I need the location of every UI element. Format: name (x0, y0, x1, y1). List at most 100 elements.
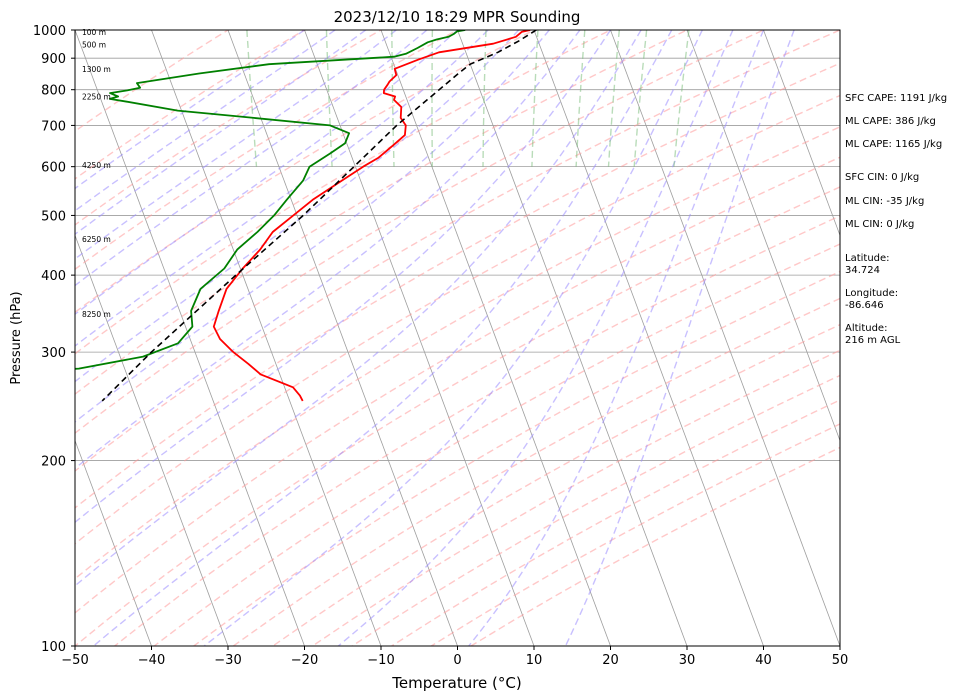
dewpoint-line (75, 30, 466, 370)
y-tick-label: 300 (41, 346, 66, 361)
isotherm-line (763, 30, 840, 237)
mixing-ratio-line (673, 30, 690, 167)
moist-adiabat-line (75, 30, 397, 260)
mixing-ratio-line (531, 30, 539, 167)
x-tick-label: −30 (214, 653, 241, 668)
y-tick-label: 800 (41, 84, 66, 99)
latitude-label: Latitude: (845, 253, 890, 264)
parcel-profile-line (101, 30, 537, 402)
sfc-cape-text: SFC CAPE: 1191 J/kg (845, 93, 948, 104)
dry-adiabat-line (272, 323, 840, 646)
x-tick-label: −50 (61, 653, 88, 668)
sfc-cin-text: SFC CIN: 0 J/kg (845, 172, 920, 183)
altitude-block: Altitude: 216 m AGL (845, 323, 900, 347)
mixing-ratio-line (575, 30, 586, 167)
ml-cin-text: ML CIN: -35 J/kg (845, 196, 925, 207)
moist-adiabat-line (75, 30, 550, 423)
axes: 100 m 500 m 1300 m 2250 m 4250 m 6250 m 8250 m… (33, 24, 848, 668)
sounding-traces (75, 30, 537, 402)
dry-adiabat-line (75, 94, 840, 545)
dry-adiabat-line (75, 156, 840, 614)
dry-adiabat-line (75, 30, 536, 314)
y-tick-label: 400 (41, 269, 66, 284)
height-label: 100 m (82, 28, 106, 37)
moist-adiabat-line (75, 30, 428, 287)
dry-adiabat-line (193, 270, 840, 646)
x-tick-label: 0 (453, 653, 461, 668)
latitude-value: 34.724 (845, 265, 880, 276)
dry-adiabat-line (75, 30, 613, 355)
height-label: 8250 m (82, 310, 111, 319)
dry-adiabat-line (75, 126, 840, 580)
moist-adiabat-line (75, 30, 520, 383)
moist-adiabat-line (337, 30, 734, 646)
background-lines (75, 30, 840, 646)
x-axis-label: Temperature (°C) (391, 674, 521, 692)
moist-adiabat-line (75, 30, 581, 470)
height-label: 6250 m (82, 235, 111, 244)
isotherm-line (75, 30, 305, 646)
isotherm-line (75, 234, 229, 646)
mixing-ratio-line (391, 30, 395, 167)
dry-adiabat-line (75, 30, 383, 226)
altitude-value: 216 m AGL (845, 335, 901, 346)
mixing-ratio-line (482, 30, 487, 167)
y-tick-label: 500 (41, 209, 66, 224)
dry-adiabat-line (75, 30, 230, 133)
moist-adiabat-line (75, 30, 642, 587)
moist-adiabat-line (75, 30, 612, 524)
mixing-ratio-line (607, 30, 620, 167)
y-axis-label: Pressure (hPa) (9, 291, 24, 384)
y-tick-label: 900 (41, 52, 66, 67)
chart-title: 2023/12/10 18:29 MPR Sounding (334, 8, 581, 26)
height-label: 4250 m (82, 161, 111, 170)
x-tick-label: 10 (526, 653, 543, 668)
moist-adiabat-line (564, 30, 795, 646)
moist-adiabat-line (203, 30, 703, 646)
x-tick-label: −20 (291, 653, 318, 668)
dry-adiabat-line (232, 297, 840, 646)
dry-adiabat-line (75, 186, 840, 646)
temperature-line (212, 30, 531, 402)
isotherm-line (304, 30, 535, 646)
height-label: 2250 m (82, 93, 111, 102)
moist-adiabat-line (75, 30, 336, 212)
mixing-ratio-line (246, 30, 258, 167)
altitude-label: Altitude: (845, 323, 888, 334)
dry-adiabat-line (153, 243, 840, 646)
height-label: 1300 m (82, 65, 111, 74)
height-label: 500 m (82, 41, 106, 50)
mixing-ratio-line (633, 30, 648, 167)
moist-adiabat-line (93, 30, 673, 646)
longitude-value: -86.646 (845, 300, 884, 311)
dry-adiabat-line (75, 30, 840, 472)
ml-cape-text: ML CAPE: 386 J/kg (845, 116, 936, 127)
isotherm-line (533, 30, 764, 646)
x-tick-label: −40 (138, 653, 165, 668)
isotherm-line (610, 30, 840, 646)
sounding-stats-panel: SFC CAPE: 1191 J/kg ML CAPE: 386 J/kg ML… (845, 0, 968, 700)
y-tick-label: 600 (41, 161, 66, 176)
dry-adiabat-line (75, 30, 306, 180)
mixing-ratio-line (325, 30, 333, 167)
dry-adiabat-line (75, 30, 689, 395)
longitude-label: Longitude: (845, 288, 899, 299)
moist-adiabat-line (75, 30, 367, 236)
x-tick-label: 40 (755, 653, 772, 668)
dry-adiabat-line (75, 62, 840, 509)
isotherm-line (380, 30, 611, 646)
isotherm-line (227, 30, 458, 646)
y-tick-label: 1000 (33, 24, 66, 39)
x-tick-label: −10 (367, 653, 394, 668)
isotherm-line (151, 30, 382, 646)
ml-cape-text: ML CAPE: 1165 J/kg (845, 139, 943, 150)
moist-adiabat-line (75, 30, 458, 316)
x-tick-label: 20 (602, 653, 619, 668)
moist-adiabat-line (468, 30, 765, 646)
y-tick-label: 200 (41, 455, 66, 470)
moist-adiabat-line (75, 30, 305, 190)
y-tick-label: 700 (41, 119, 66, 134)
longitude-block: Longitude: -86.646 (845, 288, 898, 312)
moist-adiabat-line (75, 30, 489, 347)
